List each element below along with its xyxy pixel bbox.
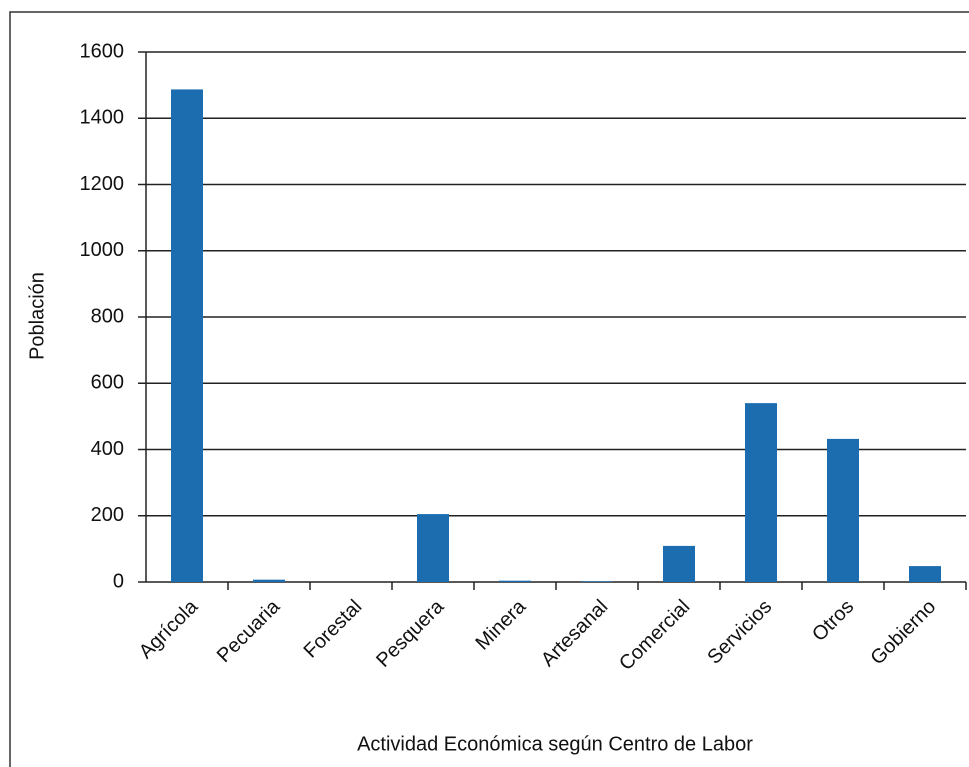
y-tick-label: 200 (91, 504, 124, 526)
x-tick-label: Comercial (615, 596, 694, 675)
x-tick-label: Otros (808, 596, 858, 646)
bar (581, 581, 613, 582)
x-tick-label: Servicios (703, 596, 776, 669)
bar (499, 580, 531, 582)
x-tick-label: Pesquera (372, 595, 449, 672)
x-tick-label: Forestal (300, 596, 367, 663)
x-tick-label: Gobierno (867, 596, 941, 670)
bar (827, 438, 859, 582)
y-tick-label: 1000 (80, 239, 125, 261)
y-tick-label: 400 (91, 438, 124, 460)
x-tick-label: Agrícola (135, 595, 203, 663)
y-tick-label: 800 (91, 305, 124, 327)
y-tick-label: 600 (91, 372, 124, 394)
bar (745, 403, 777, 582)
y-tick-label: 0 (113, 570, 124, 592)
y-tick-label: 1200 (80, 173, 125, 195)
y-axis-title: Población (26, 272, 48, 360)
x-tick-label: Minera (471, 595, 530, 654)
x-tick-label: Artesanal (537, 596, 612, 671)
chart-frame (9, 11, 969, 767)
y-tick-label: 1600 (80, 40, 125, 62)
y-tick-label: 1400 (80, 107, 125, 129)
bar (909, 566, 941, 582)
bar (171, 89, 203, 583)
bar (253, 579, 285, 582)
bar (663, 545, 695, 582)
bar (417, 514, 449, 582)
x-axis-title: Actividad Económica según Centro de Labo… (357, 733, 753, 755)
x-tick-label: Pecuaria (213, 595, 285, 667)
